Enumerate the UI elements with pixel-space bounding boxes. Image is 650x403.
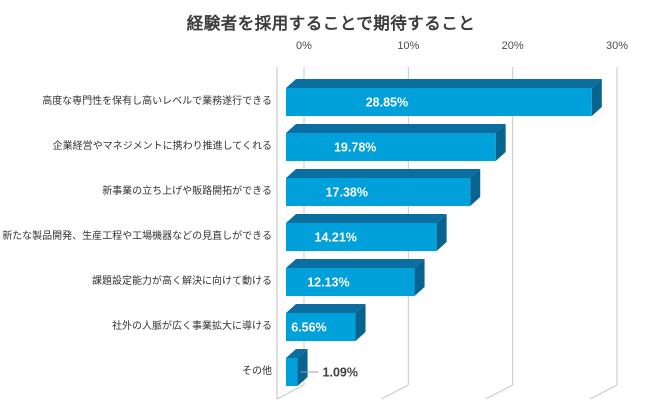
bar-top-face xyxy=(286,124,506,133)
bar xyxy=(286,133,496,161)
bar xyxy=(286,358,298,386)
bar xyxy=(286,223,437,251)
category-label: 企業経営やマネジメントに携わり推進してくれる xyxy=(52,141,272,152)
bar-value-label: 28.85% xyxy=(366,96,408,110)
bar-side-face xyxy=(297,349,308,386)
bar-value-label: 14.21% xyxy=(315,231,357,245)
x-axis-tick-label: 10% xyxy=(397,40,420,52)
category-label: 新事業の立ち上げや販路開拓ができる xyxy=(102,186,272,197)
category-label: その他 xyxy=(242,366,272,377)
bar xyxy=(286,178,471,206)
x-axis-tick-label: 0% xyxy=(296,40,312,52)
bar-value-label: 12.13% xyxy=(307,276,349,290)
category-label: 新たな製品開発、生産工程や工場機器などの見直しができる xyxy=(2,231,272,242)
bar xyxy=(286,88,592,116)
bar-value-label: 1.09% xyxy=(323,366,358,380)
x-axis-tick-label: 20% xyxy=(501,40,524,52)
floor-gridline xyxy=(276,384,305,400)
bar-side-face xyxy=(470,169,481,206)
bar xyxy=(286,313,356,341)
chart-title: 経験者を採用することで期待すること xyxy=(186,15,476,33)
category-label: 課題設定能力が高く解決に向けて動ける xyxy=(92,276,272,287)
bar-side-face xyxy=(495,124,506,161)
bar-side-face xyxy=(436,214,447,251)
bar-top-face xyxy=(286,259,425,268)
floor-gridline xyxy=(485,384,513,400)
category-label: 社外の人脈が広く事業拡大に導ける xyxy=(112,321,272,332)
floor-gridline xyxy=(589,384,618,400)
bar-side-face xyxy=(355,304,366,341)
category-label: 高度な専門性を保有し高いレベルで業務遂行できる xyxy=(42,96,272,107)
floor-gridline xyxy=(381,384,409,400)
bar-top-face xyxy=(286,304,366,313)
bar-side-face xyxy=(414,259,425,296)
bar-value-label: 19.78% xyxy=(334,141,376,155)
bar-value-label: 6.56% xyxy=(291,321,326,335)
bar-top-face xyxy=(286,214,447,223)
bar-top-face xyxy=(286,349,308,358)
bar-side-face xyxy=(591,79,602,116)
x-axis-tick-label: 30% xyxy=(605,40,628,52)
bar-top-face xyxy=(286,79,602,88)
bar-value-label: 17.38% xyxy=(326,186,368,200)
bar xyxy=(286,268,415,296)
bar-top-face xyxy=(286,169,481,178)
